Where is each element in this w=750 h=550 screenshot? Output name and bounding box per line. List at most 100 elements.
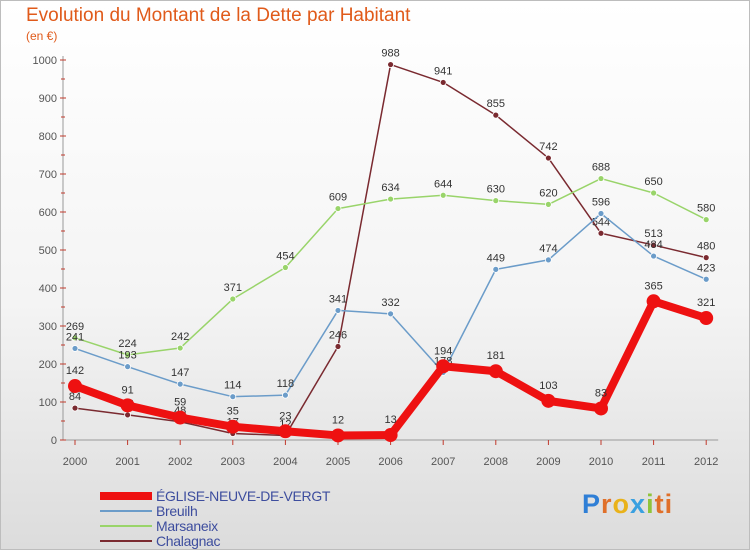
data-point <box>488 364 503 379</box>
data-label: 194 <box>434 345 452 357</box>
legend-swatch <box>100 491 152 500</box>
data-label: 84 <box>69 391 81 403</box>
proxiti-logo: Proxiti <box>582 489 674 519</box>
unit-label: (en €) <box>26 29 58 43</box>
data-point <box>334 307 342 314</box>
data-point <box>545 154 552 162</box>
data-point <box>71 334 79 342</box>
data-label: 513 <box>644 228 662 240</box>
data-point <box>120 398 135 413</box>
data-point <box>387 310 395 318</box>
data-label: 941 <box>434 65 452 77</box>
y-tick-label: 0 <box>51 435 57 447</box>
legend-label: ÉGLISE-NEUVE-DE-VERGT <box>156 487 331 504</box>
data-label: 83 <box>595 387 607 399</box>
data-point <box>281 264 289 271</box>
data-point <box>439 191 447 199</box>
data-label: 147 <box>171 367 189 379</box>
data-point <box>702 275 710 283</box>
data-point <box>281 391 289 399</box>
x-tick-label: 2005 <box>326 456 350 468</box>
y-tick-label: 900 <box>39 93 57 105</box>
x-tick-label: 2011 <box>642 456 666 468</box>
y-tick-label: 500 <box>39 245 57 257</box>
data-label: 13 <box>384 414 396 426</box>
data-point <box>71 345 79 352</box>
data-label: 35 <box>227 406 239 418</box>
data-point <box>650 189 657 197</box>
data-point <box>124 351 131 359</box>
data-point <box>702 216 710 224</box>
data-point <box>492 265 500 273</box>
data-point <box>646 294 661 309</box>
data-label: 650 <box>644 176 662 188</box>
x-tick-label: 2006 <box>378 456 402 468</box>
data-label: 371 <box>224 282 242 294</box>
data-label: 484 <box>644 239 662 251</box>
chart-title: Evolution du Montant de la Dette par Hab… <box>26 5 411 26</box>
data-label: 580 <box>697 203 715 215</box>
legend-label: Marsaneix <box>156 517 218 534</box>
data-point <box>439 79 447 86</box>
data-point <box>173 410 188 425</box>
data-point <box>124 411 131 419</box>
data-label: 365 <box>644 280 662 292</box>
legend-label: Breuilh <box>156 502 198 519</box>
legend-swatch <box>100 539 152 542</box>
data-point <box>597 175 605 182</box>
data-point <box>545 256 552 264</box>
data-label: 454 <box>276 250 294 262</box>
legend: ÉGLISE-NEUVE-DE-VERGT Breuilh Marsaneix … <box>100 487 331 549</box>
series-line <box>74 177 707 356</box>
data-point <box>545 200 552 208</box>
data-label: 341 <box>329 293 347 305</box>
data-label: 321 <box>697 297 715 309</box>
data-label: 118 <box>277 378 295 390</box>
data-point <box>229 295 237 303</box>
x-tick-label: 2003 <box>221 456 245 468</box>
data-point <box>594 401 608 416</box>
data-point <box>492 197 500 205</box>
x-tick-label: 2007 <box>431 456 455 468</box>
x-tick-label: 2004 <box>273 456 297 468</box>
y-tick-label: 1000 <box>33 55 57 67</box>
data-point <box>699 311 714 326</box>
x-tick-label: 2000 <box>63 456 87 468</box>
legend-item-marsaneix: Marsaneix <box>100 517 330 534</box>
data-label: 269 <box>66 321 84 333</box>
data-label: 988 <box>381 48 399 60</box>
data-label: 620 <box>539 187 557 199</box>
data-label: 544 <box>592 216 610 228</box>
x-tick-label: 2001 <box>115 456 139 468</box>
y-tick-label: 600 <box>39 207 57 219</box>
data-label: 634 <box>381 182 399 194</box>
x-tick-label: 2002 <box>168 456 192 468</box>
data-point <box>71 404 79 412</box>
data-label: 241 <box>66 331 84 343</box>
data-label: 474 <box>539 243 557 255</box>
data-point <box>387 61 395 68</box>
data-label: 181 <box>487 350 505 362</box>
legend-item-chalagnac: Chalagnac <box>100 532 330 549</box>
data-label: 609 <box>329 192 347 204</box>
y-tick-label: 700 <box>39 169 57 181</box>
data-point <box>597 229 605 237</box>
data-label: 103 <box>539 380 557 392</box>
x-tick-label: 2009 <box>536 456 560 468</box>
data-label: 630 <box>487 184 505 196</box>
data-label: 332 <box>381 297 399 309</box>
data-label: 142 <box>66 365 84 377</box>
legend-item-breuilh: Breuilh <box>100 502 330 519</box>
data-point <box>334 205 342 212</box>
legend-label: Chalagnac <box>156 532 221 549</box>
data-label: 91 <box>121 384 133 396</box>
data-label: 193 <box>118 350 136 362</box>
x-tick-label: 2010 <box>589 456 613 468</box>
legend-swatch <box>100 509 152 512</box>
x-tick-label: 2012 <box>694 456 718 468</box>
data-point <box>387 195 395 203</box>
data-point <box>334 343 342 350</box>
data-point <box>331 428 345 443</box>
